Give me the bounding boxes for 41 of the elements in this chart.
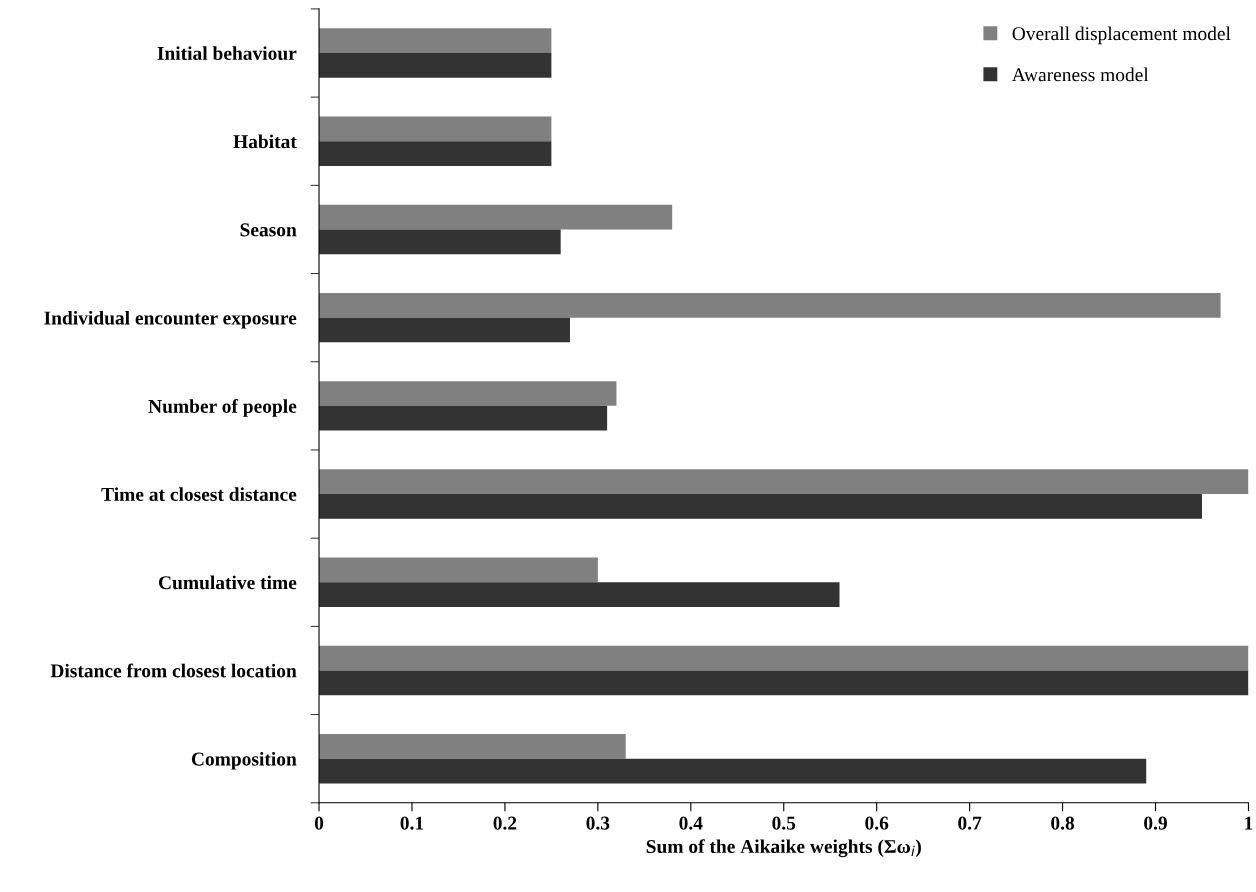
bar	[319, 204, 673, 230]
legend-label: Awareness model	[1011, 67, 1149, 82]
x-tick-label: 0.7	[958, 816, 982, 830]
x-tick-label: 0.4	[679, 816, 703, 830]
x-tick-label: 0	[314, 816, 324, 830]
y-tick-label: Number of people	[148, 399, 297, 417]
bar	[319, 317, 570, 343]
x-tick-label: 0.8	[1051, 816, 1075, 830]
bar	[319, 229, 561, 255]
y-tick-label: Time at closest distance	[101, 487, 297, 502]
legend-label: Overall displacement model	[1012, 26, 1231, 45]
bar	[319, 557, 598, 583]
bar	[319, 670, 1249, 696]
x-tick-label: 0.9	[1144, 816, 1167, 830]
x-tick-label: 0.5	[772, 816, 796, 830]
y-tick-label: Cumulative time	[158, 575, 297, 590]
x-tick-label: 1	[1245, 816, 1253, 830]
y-tick-label: Habitat	[233, 134, 297, 149]
bar	[319, 405, 608, 431]
y-tick-label: Initial behaviour	[157, 46, 297, 61]
y-tick-label: Composition	[191, 751, 297, 770]
x-axis-title: Sum of the Aikaike weights (Σω$_{i}$)	[646, 839, 921, 858]
bar	[319, 292, 1221, 318]
x-tick-label: 0.2	[493, 816, 517, 830]
y-tick-label: Season	[240, 223, 297, 237]
bar	[319, 53, 552, 78]
bar	[319, 582, 840, 607]
bar	[319, 494, 1202, 519]
bar	[319, 381, 617, 406]
x-tick-label: 0.1	[400, 816, 424, 830]
x-tick-label: 0.3	[586, 816, 610, 830]
bar	[319, 645, 1249, 671]
y-tick-label: Individual encounter exposure	[44, 310, 297, 329]
bar	[319, 141, 552, 166]
bar	[319, 734, 626, 759]
bar	[319, 469, 1249, 495]
bar	[319, 28, 552, 54]
bar	[319, 758, 1147, 784]
y-tick-label: Distance from closest location	[50, 663, 297, 678]
x-tick-label: 0.6	[865, 816, 889, 830]
bar	[319, 116, 552, 142]
